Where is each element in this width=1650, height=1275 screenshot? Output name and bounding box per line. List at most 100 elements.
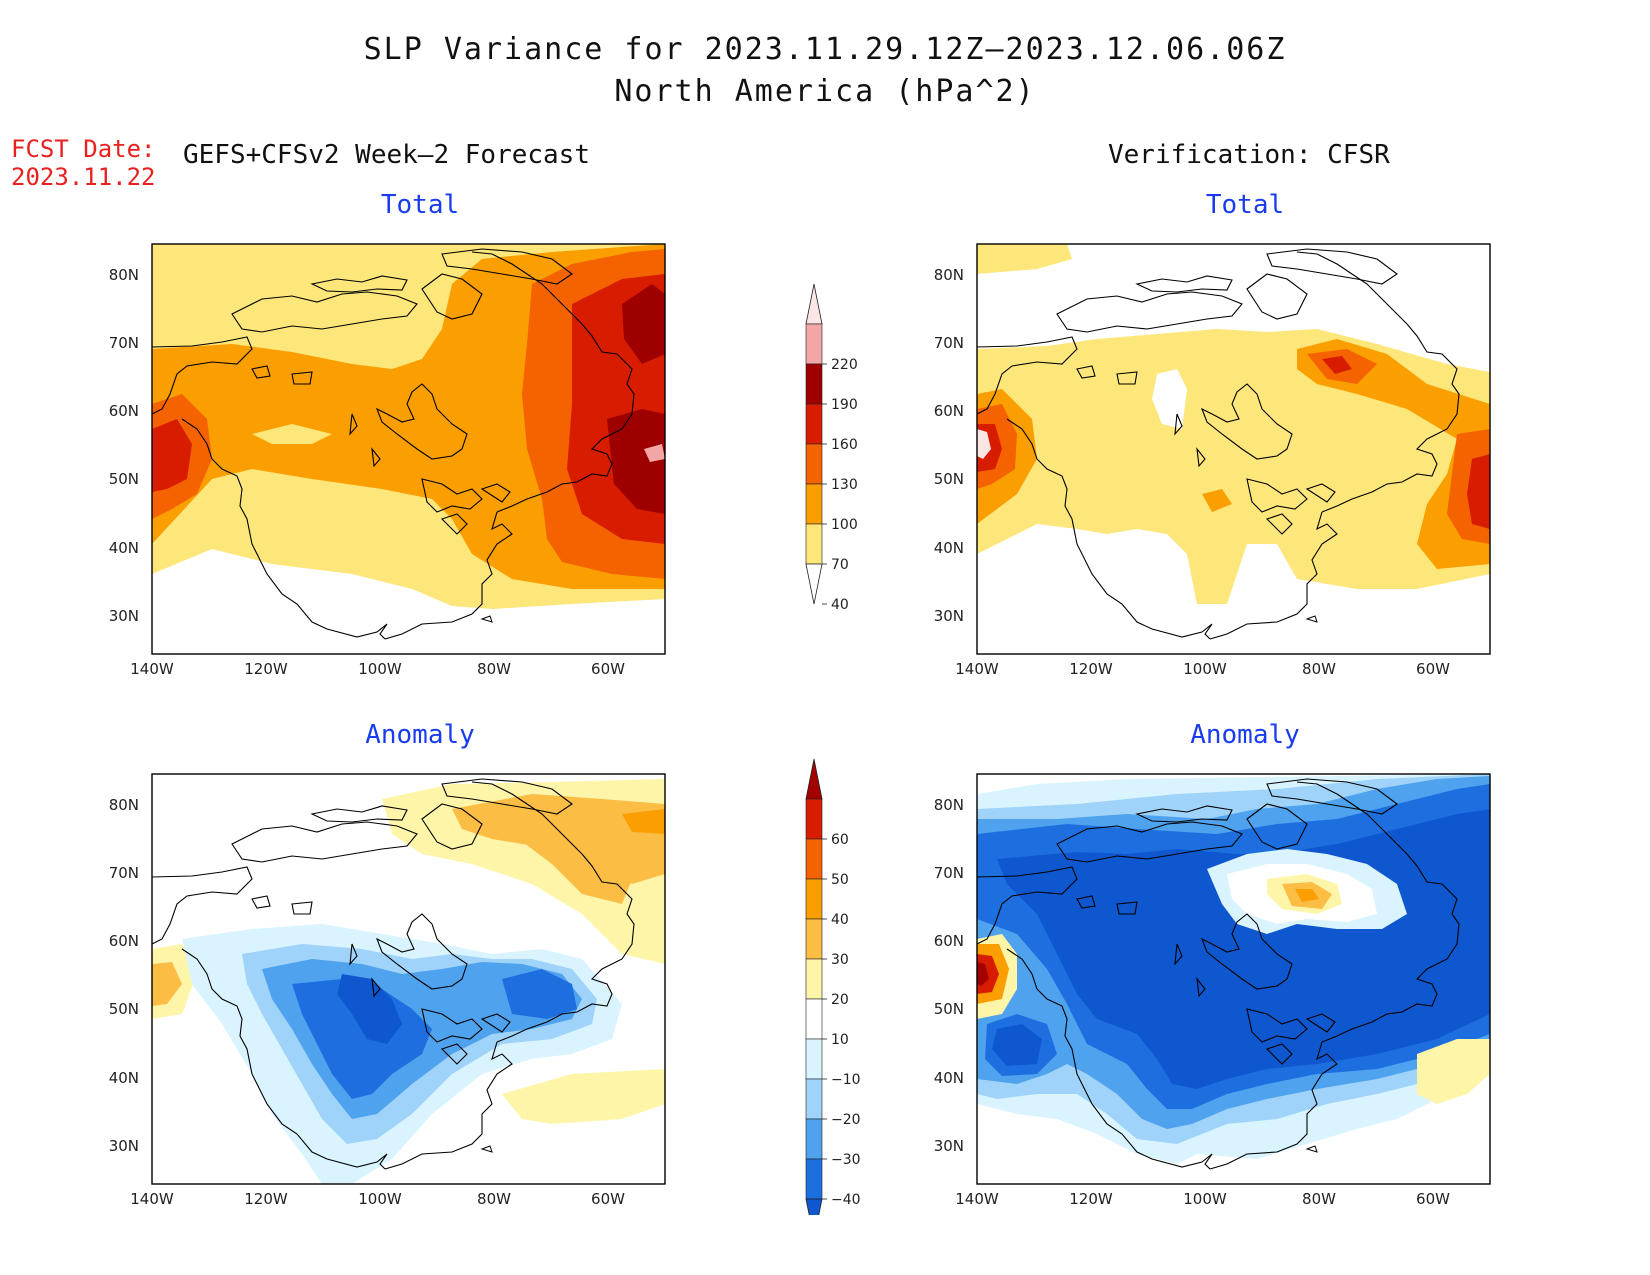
- lon-label-140w: 140W: [955, 1190, 999, 1208]
- lon-axis-labels: 140W 120W 100W 80W 60W: [130, 660, 625, 678]
- lat-label-50n: 50N: [109, 470, 139, 488]
- lon-label-120w: 120W: [1069, 660, 1113, 678]
- forecast-header: GEFS+CFSv2 Week–2 Forecast: [183, 140, 590, 170]
- colorbar-total-label: 130: [831, 477, 858, 493]
- lat-label-80n: 80N: [109, 796, 139, 814]
- verification-header: Verification: CFSR: [1108, 140, 1390, 170]
- panel-subtitle-ver-total: Total: [1205, 190, 1285, 220]
- colorbar-anomaly-swatch: [805, 918, 823, 960]
- lat-label-40n: 40N: [109, 539, 139, 557]
- forecast-total-map: 80N 70N 60N 50N 40N 30N 140W 120W 100W 8…: [109, 243, 666, 678]
- main-subtitle: North America (hPa^2): [614, 74, 1036, 109]
- lon-label-60w: 60W: [591, 1190, 625, 1208]
- colorbar-anomaly-svg: 60 50 40 30 20 10 −10 −20 −30 −40: [805, 758, 861, 1240]
- colorbar-anomaly-label: 10: [831, 1032, 849, 1048]
- colorbar-anomaly-top-arrow: [805, 758, 823, 800]
- lon-label-120w: 120W: [1069, 1190, 1113, 1208]
- lon-label-100w: 100W: [1183, 660, 1227, 678]
- lat-label-30n: 30N: [934, 607, 964, 625]
- lat-label-80n: 80N: [934, 796, 964, 814]
- colorbar-anomaly-swatch: [805, 998, 823, 1040]
- lat-label-30n: 30N: [934, 1137, 964, 1155]
- lon-label-120w: 120W: [244, 660, 288, 678]
- colorbar-total-label: 160: [831, 437, 858, 453]
- colorbar-anomaly-swatch: [805, 1118, 823, 1160]
- lat-label-50n: 50N: [934, 1000, 964, 1018]
- colorbar-anomaly-bottom-arrow: [805, 1198, 823, 1240]
- colorbar-total-top-arrow: [805, 283, 823, 325]
- lon-label-80w: 80W: [1302, 660, 1336, 678]
- colorbar-anomaly-label: 30: [831, 952, 849, 968]
- colorbar-anomaly-label: 40: [831, 912, 849, 928]
- colorbar-total-swatch: [805, 523, 823, 565]
- panel-forecast-anomaly: 80N 70N 60N 50N 40N 30N 140W 120W 100W 8…: [95, 770, 675, 1230]
- colorbar-total-swatch: [805, 323, 823, 365]
- colorbar-total-svg: 220 190 160 130 100 70 40: [805, 283, 858, 613]
- lat-label-70n: 70N: [934, 334, 964, 352]
- colorbar-anomaly-label: −20: [831, 1112, 861, 1128]
- lat-label-60n: 60N: [934, 402, 964, 420]
- lat-label-60n: 60N: [109, 932, 139, 950]
- panel-subtitle-ver-anomaly: Anomaly: [1190, 720, 1300, 750]
- panel-forecast-total: 80N 70N 60N 50N 40N 30N 140W 120W 100W 8…: [95, 240, 675, 700]
- lat-label-60n: 60N: [934, 932, 964, 950]
- fcst-date-label: FCST Date:: [11, 135, 156, 163]
- lon-label-80w: 80W: [477, 660, 511, 678]
- colorbar-anomaly-label: −30: [831, 1152, 861, 1168]
- lat-label-30n: 30N: [109, 607, 139, 625]
- colorbar-anomaly-swatch: [805, 1078, 823, 1120]
- panel-subtitle-fc-anomaly: Anomaly: [365, 720, 475, 750]
- lon-label-120w: 120W: [244, 1190, 288, 1208]
- colorbar-anomaly-label: −10: [831, 1072, 861, 1088]
- lon-label-80w: 80W: [477, 1190, 511, 1208]
- lat-label-80n: 80N: [109, 266, 139, 284]
- lat-label-80n: 80N: [934, 266, 964, 284]
- lon-label-60w: 60W: [591, 660, 625, 678]
- main-title: SLP Variance for 2023.11.29.12Z–2023.12.…: [363, 32, 1287, 67]
- panel-verification-anomaly: 80N 70N 60N 50N 40N 30N 140W 120W 100W 8…: [920, 770, 1500, 1230]
- colorbar-anomaly-swatch: [805, 798, 823, 840]
- verification-anomaly-map: 80N 70N 60N 50N 40N 30N 140W 120W 100W 8…: [934, 773, 1491, 1208]
- colorbar-anomaly-label: 50: [831, 872, 849, 888]
- lat-label-70n: 70N: [934, 864, 964, 882]
- lat-label-40n: 40N: [934, 539, 964, 557]
- colorbar-total-swatch: [805, 403, 823, 445]
- colorbar-total-label: 40: [831, 597, 849, 613]
- lat-label-30n: 30N: [109, 1137, 139, 1155]
- colorbar-total-label: 100: [831, 517, 858, 533]
- colorbar-anomaly: 60 50 40 30 20 10 −10 −20 −30 −40: [790, 755, 870, 1240]
- colorbar-anomaly-swatch: [805, 838, 823, 880]
- lat-axis-labels: 80N 70N 60N 50N 40N 30N: [109, 266, 139, 625]
- lon-label-60w: 60W: [1416, 1190, 1450, 1208]
- lat-label-40n: 40N: [934, 1069, 964, 1087]
- lon-label-140w: 140W: [955, 660, 999, 678]
- verification-total-map: 80N 70N 60N 50N 40N 30N 140W 120W 100W 8…: [934, 243, 1491, 678]
- colorbar-total-label: 220: [831, 357, 858, 373]
- lon-label-100w: 100W: [358, 660, 402, 678]
- colorbar-total-swatch: [805, 443, 823, 485]
- colorbar-total: 220 190 160 130 100 70 40: [790, 280, 870, 624]
- lat-label-40n: 40N: [109, 1069, 139, 1087]
- colorbar-anomaly-swatch: [805, 958, 823, 1000]
- colorbar-anomaly-label: −40: [831, 1192, 861, 1208]
- colorbar-total-bottom-arrow: [805, 563, 823, 605]
- lat-label-60n: 60N: [109, 402, 139, 420]
- lon-label-100w: 100W: [358, 1190, 402, 1208]
- colorbar-anomaly-label: 60: [831, 832, 849, 848]
- lat-label-70n: 70N: [109, 334, 139, 352]
- colorbar-total-swatch: [805, 483, 823, 525]
- lon-label-140w: 140W: [130, 660, 174, 678]
- fcst-date-value: 2023.11.22: [11, 163, 156, 191]
- colorbar-anomaly-label: 20: [831, 992, 849, 1008]
- lat-label-70n: 70N: [109, 864, 139, 882]
- colorbar-anomaly-swatch: [805, 1038, 823, 1080]
- lat-label-50n: 50N: [109, 1000, 139, 1018]
- lon-label-60w: 60W: [1416, 660, 1450, 678]
- colorbar-total-label: 70: [831, 557, 849, 573]
- lon-label-100w: 100W: [1183, 1190, 1227, 1208]
- panel-subtitle-fc-total: Total: [380, 190, 460, 220]
- lat-label-50n: 50N: [934, 470, 964, 488]
- forecast-anomaly-map: 80N 70N 60N 50N 40N 30N 140W 120W 100W 8…: [109, 773, 666, 1208]
- lon-label-80w: 80W: [1302, 1190, 1336, 1208]
- colorbar-total-label: 190: [831, 397, 858, 413]
